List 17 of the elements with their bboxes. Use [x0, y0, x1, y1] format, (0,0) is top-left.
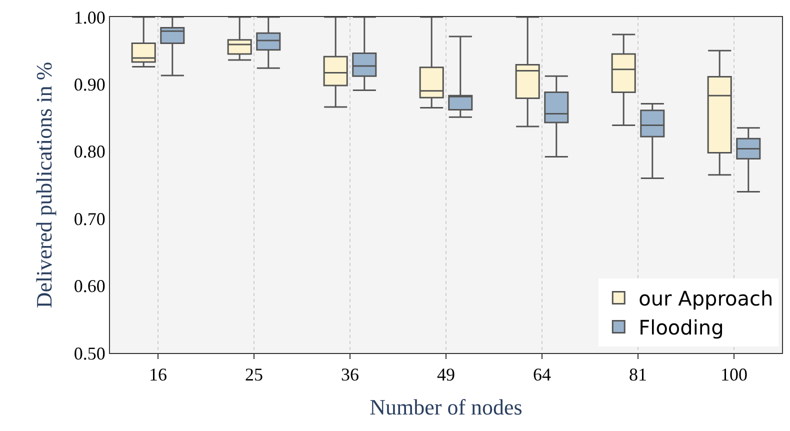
legend-label: Flooding [638, 316, 724, 340]
x-axis-title: Number of nodes [370, 394, 522, 420]
y-tick-label: 1.00 [74, 7, 106, 28]
x-tick-label: 49 [437, 364, 455, 385]
y-axis-title: Delivered publications in % [32, 62, 57, 308]
y-tick-label: 0.70 [74, 208, 106, 229]
x-tick-label: 25 [245, 364, 263, 385]
y-tick-label: 0.50 [74, 343, 106, 364]
x-tick-label: 81 [629, 364, 647, 385]
x-tick-label: 16 [149, 364, 167, 385]
x-tick-label: 100 [720, 364, 748, 385]
x-tick-label: 64 [533, 364, 551, 385]
y-tick-label: 0.60 [74, 276, 106, 296]
y-tick-label: 0.80 [74, 142, 106, 162]
x-tick-label: 36 [341, 364, 359, 385]
y-tick-label: 0.90 [74, 74, 106, 94]
legend-label: our Approach [638, 286, 774, 311]
